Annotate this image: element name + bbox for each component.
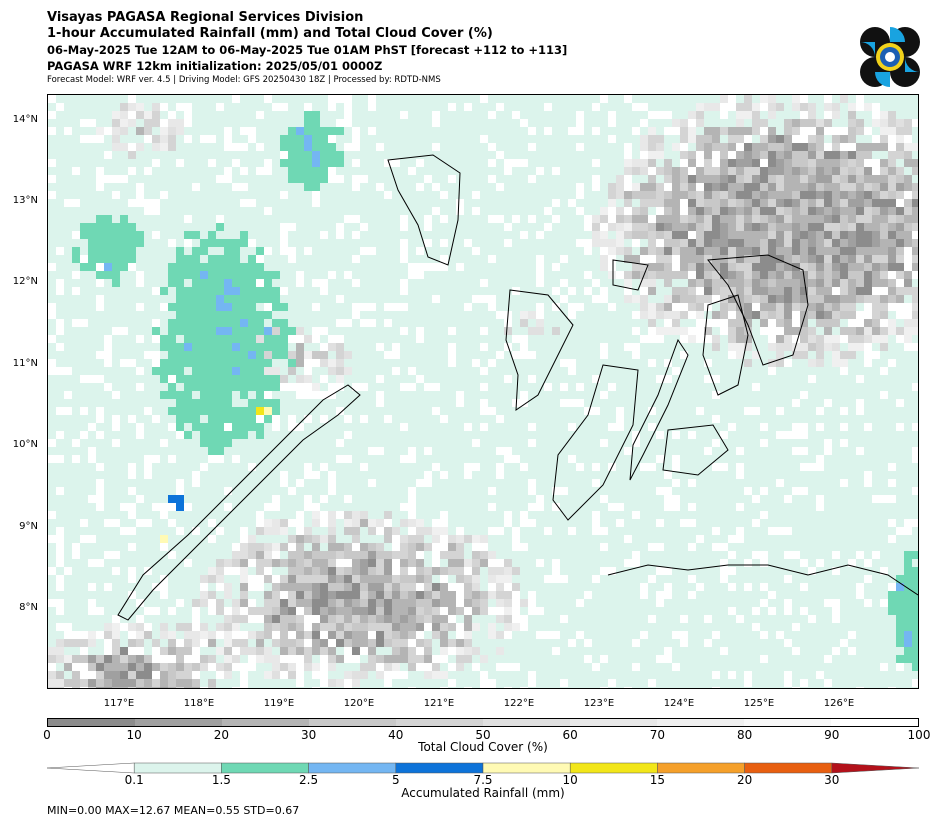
cloud-cover-swatch	[570, 719, 657, 726]
cloud-cover-tick: 0	[43, 728, 51, 742]
coastline-path	[629, 338, 689, 481]
longitude-label: 124°E	[663, 698, 695, 709]
cloud-cover-colorbar	[47, 718, 919, 727]
longitude-label: 120°E	[343, 698, 375, 709]
map-canvas	[48, 95, 918, 688]
cloud-cover-swatch	[309, 719, 396, 726]
cloud-cover-tick: 70	[649, 728, 666, 742]
coastline-path	[607, 564, 918, 596]
longitude-label: 126°E	[823, 698, 855, 709]
latitude-label: 14°N	[12, 114, 38, 125]
title-division: Visayas PAGASA Regional Services Divisio…	[47, 10, 364, 25]
rainfall-swatch	[744, 762, 833, 774]
latitude-label: 8°N	[19, 602, 38, 613]
rainfall-colorbar	[46, 762, 920, 774]
title-product: 1-hour Accumulated Rainfall (mm) and Tot…	[47, 26, 493, 41]
rainfall-swatch	[46, 762, 135, 774]
longitude-label: 121°E	[423, 698, 455, 709]
title-valid-time: 06-May-2025 Tue 12AM to 06-May-2025 Tue …	[47, 43, 568, 57]
cloud-cover-swatch	[48, 719, 135, 726]
coastline-path	[702, 294, 749, 396]
rainfall-swatch	[482, 762, 571, 774]
coastline-path	[707, 254, 809, 366]
map-panel	[47, 94, 919, 689]
latitude-label: 12°N	[12, 276, 38, 287]
rainfall-tick: 7.5	[473, 773, 493, 787]
coastline-path	[552, 364, 639, 521]
rainfall-swatch	[308, 762, 397, 774]
longitude-label: 117°E	[103, 698, 135, 709]
cloud-cover-title: Total Cloud Cover (%)	[418, 740, 548, 754]
rainfall-swatch	[657, 762, 745, 774]
cloud-cover-tick: 10	[126, 728, 142, 742]
cloud-cover-tick: 100	[907, 728, 931, 742]
coastline-path	[612, 259, 649, 291]
cloud-cover-tick: 20	[213, 728, 230, 742]
cloud-cover-swatch	[222, 719, 309, 726]
latitude-label: 9°N	[19, 521, 38, 532]
coastlines	[117, 154, 918, 621]
cloud-cover-tick: 50	[475, 728, 491, 742]
longitude-label: 125°E	[743, 698, 775, 709]
longitude-label: 123°E	[583, 698, 615, 709]
statistics-line: MIN=0.00 MAX=12.67 MEAN=0.55 STD=0.67	[47, 804, 300, 817]
latitude-label: 10°N	[12, 439, 38, 450]
coastline-path	[505, 289, 574, 411]
rainfall-tick: 30	[824, 773, 840, 787]
cloud-rain-field	[48, 95, 918, 688]
rainfall-title: Accumulated Rainfall (mm)	[401, 786, 565, 800]
title-model-info: Forecast Model: WRF ver. 4.5 | Driving M…	[47, 75, 441, 85]
title-initialization: PAGASA WRF 12km initialization: 2025/05/…	[47, 59, 383, 73]
coastline-path	[117, 384, 361, 621]
rainfall-tick: 1.5	[211, 773, 231, 787]
cloud-cover-swatch	[135, 719, 222, 726]
rainfall-tick: 2.5	[299, 773, 319, 787]
cloud-cover-swatch	[396, 719, 483, 726]
cloud-cover-tick: 90	[824, 728, 840, 742]
cloud-cover-tick: 30	[300, 728, 317, 742]
rainfall-swatch	[133, 762, 222, 774]
rainfall-swatch	[831, 762, 920, 774]
coastline-path	[387, 154, 461, 266]
rainfall-swatch	[569, 762, 658, 774]
cloud-cover-swatch	[831, 719, 918, 726]
rainfall-tick: 10	[562, 773, 578, 787]
rainfall-tick: 15	[649, 773, 666, 787]
cloud-cover-tick: 80	[736, 728, 753, 742]
latitude-label: 11°N	[12, 358, 38, 369]
rainfall-swatch	[221, 762, 309, 774]
cloud-cover-swatch	[657, 719, 744, 726]
longitude-label: 118°E	[183, 698, 215, 709]
rainfall-swatch	[395, 762, 484, 774]
cloud-cover-swatch	[744, 719, 831, 726]
longitude-label: 122°E	[503, 698, 535, 709]
pagasa-logo	[860, 27, 920, 87]
latitude-label: 13°N	[12, 195, 38, 206]
coastline-path	[662, 424, 729, 476]
cloud-cover-tick: 60	[562, 728, 578, 742]
cloud-cover-tick: 40	[388, 728, 404, 742]
cloud-cover-swatch	[483, 719, 570, 726]
rainfall-tick: 0.1	[124, 773, 144, 787]
rainfall-tick: 5	[391, 773, 400, 787]
longitude-label: 119°E	[263, 698, 295, 709]
rainfall-tick: 20	[736, 773, 753, 787]
